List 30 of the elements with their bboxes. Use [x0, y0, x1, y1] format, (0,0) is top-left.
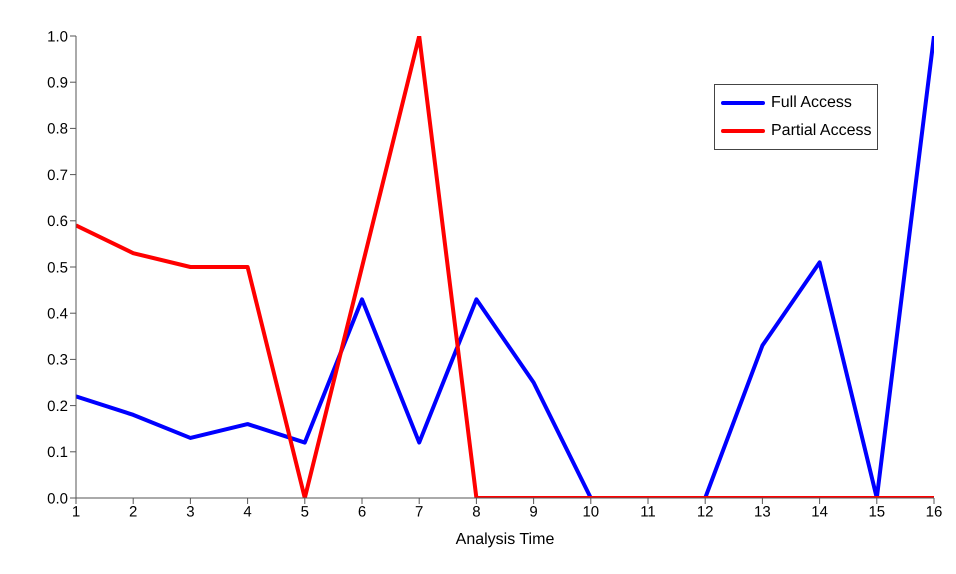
y-tick-label: 1.0 [47, 28, 68, 46]
x-tick-label: 3 [186, 504, 195, 521]
x-axis-title: Analysis Time [456, 531, 554, 548]
y-tick-label: 0.0 [47, 490, 68, 508]
y-tick-label: 0.7 [47, 166, 68, 184]
x-tick-label: 6 [358, 504, 366, 521]
x-tick-label: 10 [582, 504, 600, 521]
x-tick-label: 16 [926, 504, 942, 521]
y-tick-label: 0.8 [47, 120, 68, 138]
x-tick-label: 7 [415, 504, 424, 521]
legend-label: Full Access [771, 94, 852, 112]
x-tick-label: 1 [72, 504, 80, 521]
x-tick-label: 14 [811, 504, 828, 521]
x-tick-label: 9 [529, 504, 538, 521]
y-tick-label: 0.4 [47, 306, 68, 323]
x-tick-label: 5 [300, 504, 309, 521]
y-tick-label: 0.6 [47, 213, 68, 230]
x-tick-label: 13 [754, 504, 771, 521]
x-tick-label: 4 [243, 504, 252, 521]
y-tick-label: 0.3 [47, 352, 68, 369]
x-tick-label: 15 [868, 504, 886, 521]
y-tick-label: 0.2 [47, 398, 68, 415]
y-tick-label: 0.5 [47, 259, 68, 276]
legend-label: Partial Access [771, 122, 872, 140]
x-tick-label: 12 [696, 504, 714, 521]
x-tick-label: 11 [640, 504, 656, 521]
x-tick-label: 8 [472, 504, 481, 521]
y-tick-label: 0.1 [47, 444, 68, 462]
x-tick-label: 2 [129, 504, 138, 521]
y-tick-label: 0.9 [47, 74, 68, 92]
